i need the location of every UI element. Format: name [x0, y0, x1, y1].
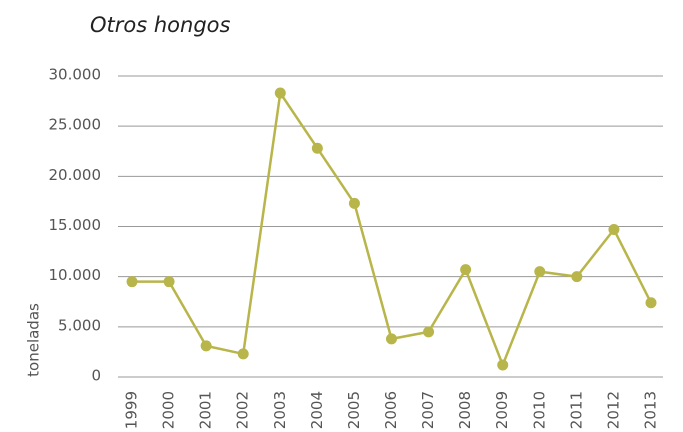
point	[645, 297, 657, 309]
line	[132, 89, 653, 369]
point	[571, 271, 583, 283]
y-tick-label: 30.000	[49, 66, 102, 84]
point	[237, 348, 249, 360]
x-tick-label: 2008	[456, 391, 474, 429]
x-tick-label: 2013	[642, 391, 660, 429]
x-tick-label: 2006	[382, 391, 400, 429]
x-tick-label: 1999	[123, 391, 141, 429]
x-tick-label: 2010	[530, 391, 548, 429]
y-tick-label: 0	[91, 367, 101, 385]
point	[460, 264, 472, 276]
point	[608, 224, 620, 236]
x-tick-label: 2001	[197, 391, 215, 429]
point	[348, 197, 360, 209]
point	[423, 326, 435, 338]
point	[534, 266, 546, 278]
x-tick-label: 2011	[567, 391, 585, 429]
x-tick-label: 2003	[271, 391, 289, 429]
x-tick-label: 2002	[234, 391, 252, 429]
point	[200, 340, 212, 352]
point	[126, 276, 138, 288]
y-tick-label: 20.000	[49, 166, 102, 184]
point	[311, 142, 323, 154]
y-axis-label: toneladas	[25, 303, 43, 377]
x-tick-label: 2000	[160, 391, 178, 429]
x-tick-label: 2004	[308, 391, 326, 429]
x-tick-label: 2012	[604, 391, 622, 429]
x-tick-label: 2007	[419, 391, 437, 429]
y-tick-label: 10.000	[49, 266, 102, 284]
chart-title: Otros hongos	[90, 13, 231, 37]
y-tick-label: 5.000	[58, 316, 101, 334]
y-tick-label: 25.000	[49, 116, 102, 134]
x-tick-label: 2009	[493, 391, 511, 429]
point	[497, 359, 509, 371]
y-tick-label: 15.000	[49, 216, 102, 234]
point	[163, 276, 175, 288]
x-tick-label: 2005	[345, 391, 363, 429]
point	[386, 333, 397, 345]
point	[274, 87, 286, 99]
